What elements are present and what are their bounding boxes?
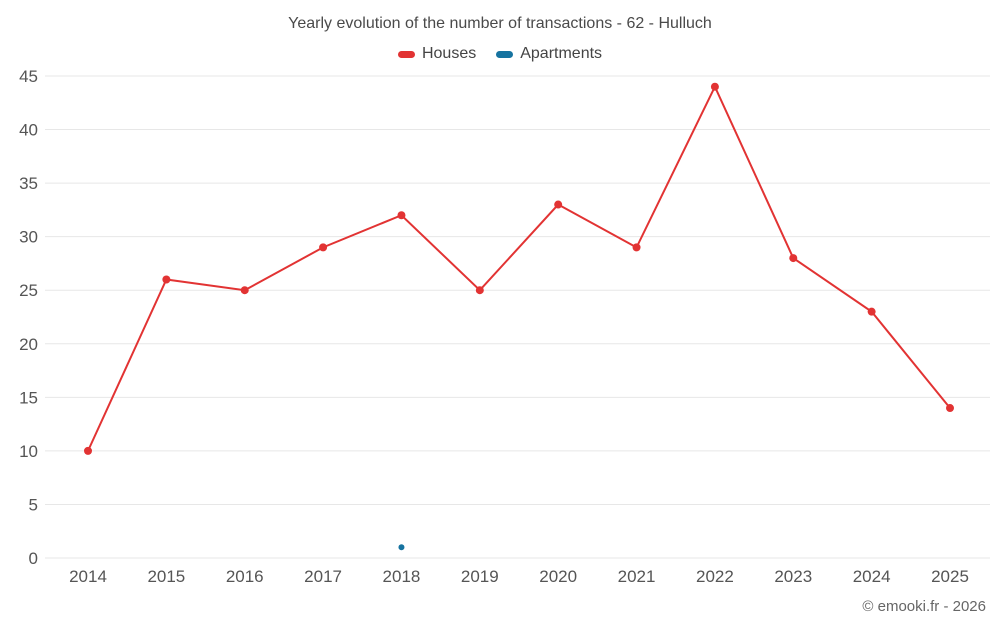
- x-axis-label: 2025: [931, 567, 969, 586]
- x-axis-label: 2024: [853, 567, 891, 586]
- legend-label: Houses: [421, 45, 477, 62]
- legend-swatch-apartments: [496, 50, 514, 58]
- data-point-houses: [397, 211, 406, 220]
- x-axis-label: 2023: [774, 567, 812, 586]
- series-line-houses: [87, 84, 951, 452]
- data-point-houses: [240, 286, 249, 295]
- data-point-houses: [84, 446, 92, 455]
- x-axis-label: 2015: [147, 567, 185, 586]
- y-axis-label: 45: [19, 67, 38, 86]
- x-axis-label: 2016: [226, 567, 264, 586]
- data-point-houses: [710, 82, 719, 91]
- chart-title: Yearly evolution of the number of transa…: [288, 15, 712, 32]
- y-axis-label: 30: [19, 228, 38, 247]
- data-point-houses: [554, 200, 563, 209]
- x-axis-label: 2017: [304, 567, 342, 586]
- data-point-houses: [319, 243, 328, 252]
- x-axis-label: 2022: [696, 567, 734, 586]
- x-axis-label: 2021: [618, 567, 656, 586]
- y-axis-label: 0: [29, 549, 38, 568]
- data-point-houses: [946, 404, 954, 413]
- y-axis-label: 25: [19, 281, 38, 300]
- x-axis-label: 2018: [383, 567, 421, 586]
- y-axis-label: 40: [19, 121, 38, 140]
- x-axis-label: 2014: [69, 567, 107, 586]
- x-axis-label: 2019: [461, 567, 499, 586]
- legend-item-houses[interactable]: Houses: [397, 45, 477, 63]
- data-point-houses: [632, 243, 641, 252]
- copyright-credit: © emooki.fr - 2026: [862, 598, 986, 615]
- legend-item-apartments[interactable]: Apartments: [496, 45, 602, 63]
- data-point-houses: [475, 286, 484, 295]
- y-axis-label: 35: [19, 174, 38, 193]
- y-axis-label: 15: [19, 388, 38, 407]
- data-point-houses: [162, 275, 171, 284]
- data-point-houses: [789, 254, 798, 263]
- y-axis-label: 10: [19, 442, 38, 461]
- data-point-houses: [867, 307, 876, 316]
- chart-legend: Houses Apartments: [0, 45, 1000, 63]
- y-axis-label: 5: [29, 495, 38, 514]
- data-point-apartments: [398, 544, 405, 551]
- y-axis-label: 20: [19, 335, 38, 354]
- legend-swatch-houses: [397, 50, 415, 58]
- legend-label: Apartments: [520, 45, 603, 62]
- x-axis-label: 2020: [539, 567, 577, 586]
